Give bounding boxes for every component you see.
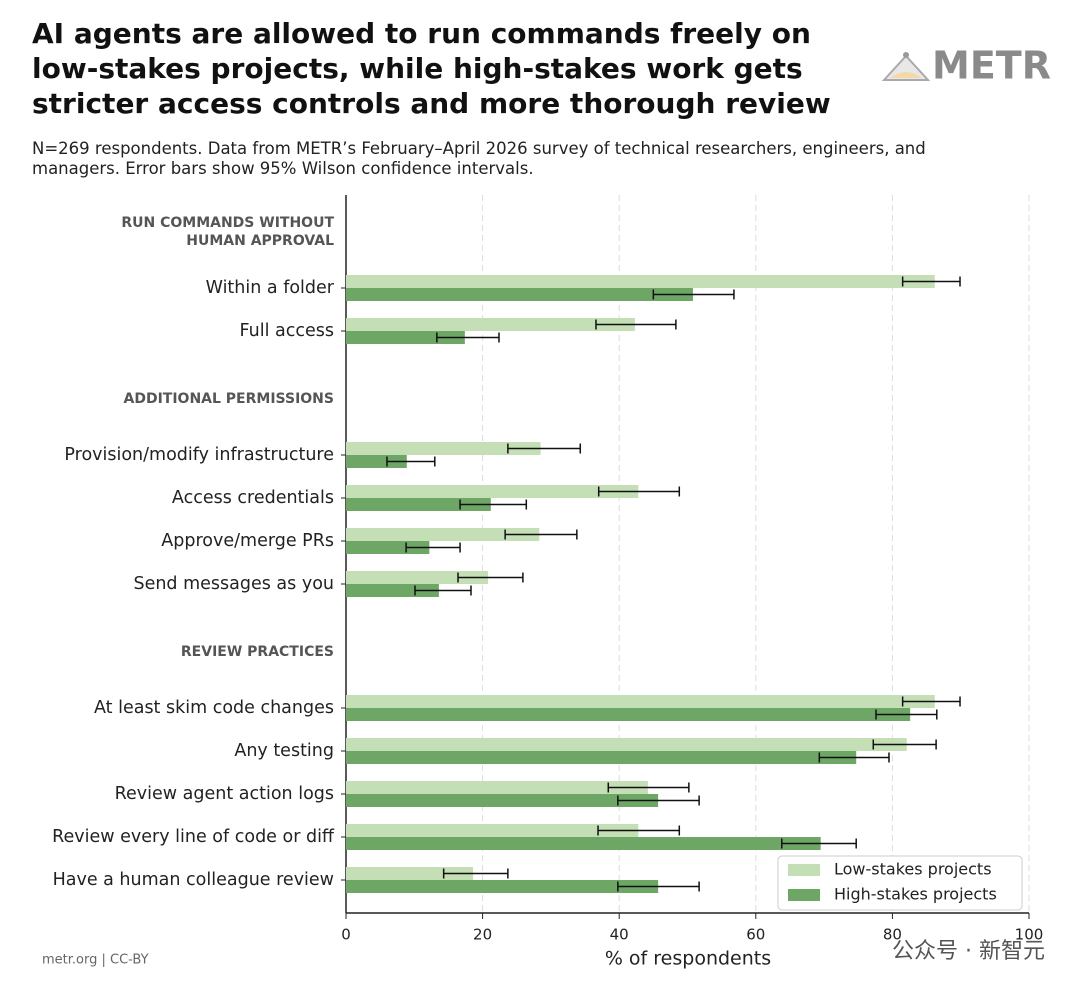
y-tick-label: Send messages as you xyxy=(133,574,334,594)
error-bar xyxy=(457,572,524,583)
y-tick-label: Approve/merge PRs xyxy=(161,531,334,551)
bar xyxy=(346,485,639,498)
error-bar xyxy=(875,709,938,720)
error-bar xyxy=(617,881,700,892)
bar xyxy=(346,708,911,721)
bar xyxy=(346,794,659,807)
x-tick-label: 0 xyxy=(341,926,351,944)
error-bar xyxy=(459,499,528,510)
bar xyxy=(346,442,541,455)
error-bar xyxy=(597,825,681,836)
error-bar xyxy=(901,696,961,707)
bar xyxy=(346,781,648,794)
legend-swatch xyxy=(788,864,820,876)
y-tick-label: Any testing xyxy=(234,741,334,761)
bar xyxy=(346,288,693,301)
error-bar xyxy=(818,752,890,763)
section-header: RUN COMMANDS WITHOUT HUMAN APPROVAL xyxy=(121,215,334,249)
bar xyxy=(346,318,635,331)
watermark: 公众号 · 新智元 xyxy=(892,939,1045,964)
error-bar xyxy=(597,486,681,497)
error-bar xyxy=(386,456,436,467)
x-tick-label: 60 xyxy=(746,926,765,944)
legend-box xyxy=(777,855,1023,911)
error-bar xyxy=(901,276,961,287)
bar xyxy=(346,571,489,584)
bar xyxy=(346,695,935,708)
error-bar xyxy=(872,739,937,750)
bar xyxy=(346,528,540,541)
subtitle: N=269 respondents. Data from METR’s Febr… xyxy=(32,139,926,178)
bar xyxy=(346,867,474,880)
y-tick-label: Review every line of code or diff xyxy=(52,827,335,847)
y-tick-label: Provision/modify infrastructure xyxy=(64,445,334,465)
footer: metr.org | CC-BY xyxy=(42,953,149,968)
x-tick-label: 100 xyxy=(1015,926,1044,944)
legend-label: Low-stakes projects xyxy=(834,860,992,879)
bar xyxy=(346,738,907,751)
error-bar xyxy=(781,838,857,849)
error-bar xyxy=(436,332,500,343)
section-header: REVIEW PRACTICES xyxy=(180,644,334,660)
error-bar xyxy=(617,795,700,806)
x-axis-label: % of respondents xyxy=(605,948,771,970)
error-bar xyxy=(442,868,509,879)
y-tick-label: Within a folder xyxy=(206,278,335,298)
legend-label: High-stakes projects xyxy=(834,885,997,904)
section-header: ADDITIONAL PERMISSIONS xyxy=(123,391,335,407)
y-tick-label: Full access xyxy=(240,321,334,341)
logo: METR xyxy=(932,44,1051,88)
error-bar xyxy=(507,443,582,454)
bar xyxy=(346,275,935,288)
y-tick-label: Review agent action logs xyxy=(115,784,334,804)
error-bar xyxy=(414,585,472,596)
error-bar xyxy=(607,782,690,793)
bar xyxy=(346,541,430,554)
y-tick-label: At least skim code changes xyxy=(94,698,334,718)
x-tick-label: 20 xyxy=(473,926,492,944)
x-tick-label: 40 xyxy=(610,926,629,944)
y-tick-label: Have a human colleague review xyxy=(53,870,334,890)
legend-swatch xyxy=(788,889,820,901)
bar xyxy=(346,880,659,893)
bar xyxy=(346,455,407,468)
x-tick-label: 80 xyxy=(883,926,902,944)
bar xyxy=(346,498,491,511)
bar xyxy=(346,751,857,764)
y-tick-label: Access credentials xyxy=(172,488,334,508)
error-bar xyxy=(405,542,461,553)
title: AI agents are allowed to run commands fr… xyxy=(32,17,831,120)
logo-icon xyxy=(881,52,931,81)
legend: Low-stakes projects High-stakes projects xyxy=(777,855,1023,911)
bar xyxy=(346,824,639,837)
error-bar xyxy=(652,289,735,300)
bar xyxy=(346,837,821,850)
error-bar xyxy=(595,319,677,330)
error-bar xyxy=(504,529,578,540)
bar xyxy=(346,331,465,344)
